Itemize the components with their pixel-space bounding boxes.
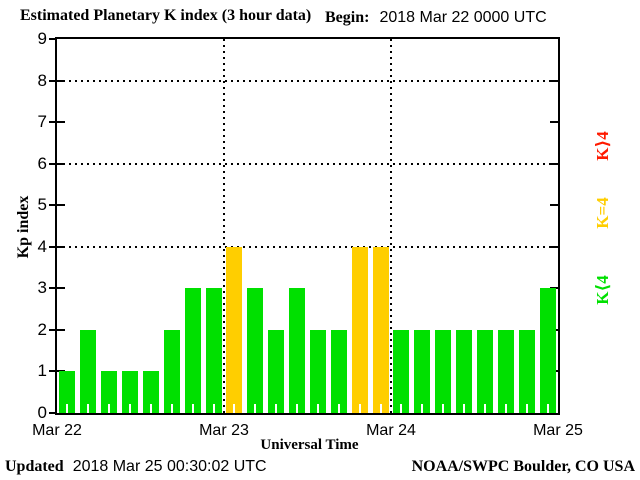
y-tick-0 (49, 412, 57, 414)
gridline-kp-4 (57, 245, 558, 248)
x-minor-tick (504, 404, 507, 413)
kp-bar-2 (101, 371, 118, 413)
kp-bar-20 (476, 329, 493, 413)
legend-item-low: K⟨4 (593, 275, 612, 305)
y-tick-label-1: 1 (37, 361, 47, 381)
x-minor-tick (212, 404, 215, 413)
chart-title: Estimated Planetary K index (3 hour data… (20, 7, 312, 24)
x-minor-tick (87, 404, 90, 413)
x-minor-tick (546, 404, 549, 413)
y-tick-8 (49, 79, 65, 82)
y-tick-label-0: 0 (37, 403, 47, 422)
y-tick-label-4: 4 (37, 236, 47, 256)
x-minor-tick (463, 404, 466, 413)
gridline-day-2 (390, 39, 392, 413)
x-minor-tick (108, 404, 111, 413)
plot-area: 0 1 2 3 4 5 6 7 8 9 Mar 22 Mar 23 Mar 24 Mar 25 (32, 30, 583, 439)
kp-bar-10 (268, 329, 285, 413)
x-minor-tick (442, 404, 445, 413)
kp-bar-22 (518, 329, 535, 413)
kp-bar-17 (414, 329, 431, 413)
y-tick-8 (550, 79, 558, 82)
y-tick-6 (550, 162, 558, 165)
x-minor-tick (379, 404, 382, 413)
kp-bar-15 (372, 246, 389, 413)
x-minor-tick (358, 404, 361, 413)
x-tick-label-mar-22: Mar 22 (32, 422, 82, 439)
kp-bar-9 (247, 288, 264, 413)
y-tick-label-7: 7 (37, 112, 47, 132)
x-minor-tick (254, 404, 257, 413)
y-axis-title: Kp index (15, 195, 32, 259)
x-axis-title: Universal Time (260, 437, 359, 453)
plot-canvas: 0 1 2 3 4 5 6 7 8 9 Mar 22 Mar 23 Mar 24 Mar 25 (32, 30, 583, 439)
y-tick-7 (49, 121, 65, 124)
y-tick-label-8: 8 (37, 70, 47, 90)
x-tick-label-mar-25: Mar 25 (533, 422, 583, 439)
x-minor-tick (66, 404, 69, 413)
x-minor-tick (191, 404, 194, 413)
begin-row: Begin: 2018 Mar 22 0000 UTC (325, 9, 547, 27)
footer-source: NOAA/SWPC Boulder, CO USA (411, 458, 635, 475)
begin-label: Begin: (325, 9, 370, 26)
updated-label: Updated (5, 458, 64, 475)
y-tick-label-3: 3 (37, 278, 47, 298)
kp-bar-0 (59, 371, 76, 413)
x-minor-tick (296, 404, 299, 413)
kp-bar-19 (456, 329, 473, 413)
x-minor-tick (525, 404, 528, 413)
kp-bar-6 (184, 288, 201, 413)
y-tick-4 (550, 245, 558, 248)
legend-item-mid: K=4 (593, 197, 612, 229)
kp-bar-14 (351, 246, 368, 413)
kp-bar-23 (539, 288, 556, 413)
kp-bar-5 (163, 329, 180, 413)
begin-value: 2018 Mar 22 0000 UTC (379, 9, 547, 26)
x-minor-tick (337, 404, 340, 413)
x-minor-tick (316, 404, 319, 413)
y-tick-3 (550, 287, 558, 290)
kp-bar-4 (142, 371, 159, 413)
x-minor-tick (170, 404, 173, 413)
legend-item-high: K⟩4 (593, 131, 612, 161)
y-tick-1 (49, 370, 65, 373)
x-minor-tick (233, 404, 236, 413)
y-tick-label-5: 5 (37, 195, 47, 215)
y-tick-5 (550, 204, 558, 207)
x-tick-label-mar-24: Mar 24 (366, 422, 416, 439)
kp-bar-16 (393, 329, 410, 413)
x-minor-tick (129, 404, 132, 413)
updated-value: 2018 Mar 25 00:30:02 UTC (72, 458, 267, 475)
y-tick-label-9: 9 (37, 29, 47, 48)
kp-bar-21 (497, 329, 514, 413)
y-tick-label-6: 6 (37, 153, 47, 173)
kp-bar-1 (80, 329, 97, 413)
x-minor-tick (400, 404, 403, 413)
footer-updated: Updated 2018 Mar 25 00:30:02 UTC (5, 458, 267, 476)
x-minor-tick (483, 404, 486, 413)
y-tick-7 (550, 121, 558, 124)
y-tick-6 (49, 162, 65, 165)
kp-bar-12 (309, 329, 326, 413)
gridline-kp-8 (57, 79, 558, 82)
kp-bar-11 (289, 288, 306, 413)
kp-bar-13 (330, 329, 347, 413)
y-tick-2 (49, 328, 65, 331)
x-tick-label-mar-23: Mar 23 (199, 422, 249, 439)
x-minor-tick (149, 404, 152, 413)
kp-bar-18 (435, 329, 452, 413)
y-tick-9 (49, 38, 57, 40)
x-minor-tick (421, 404, 424, 413)
gridline-kp-6 (57, 162, 558, 165)
kp-bar-8 (226, 246, 243, 413)
y-tick-3 (49, 287, 65, 290)
x-minor-tick (275, 404, 278, 413)
gridline-day-1 (223, 39, 225, 413)
y-tick-label-2: 2 (37, 319, 47, 339)
kp-bar-7 (205, 288, 222, 413)
y-tick-4 (49, 245, 65, 248)
y-tick-5 (49, 204, 65, 207)
kp-bar-3 (122, 371, 139, 413)
